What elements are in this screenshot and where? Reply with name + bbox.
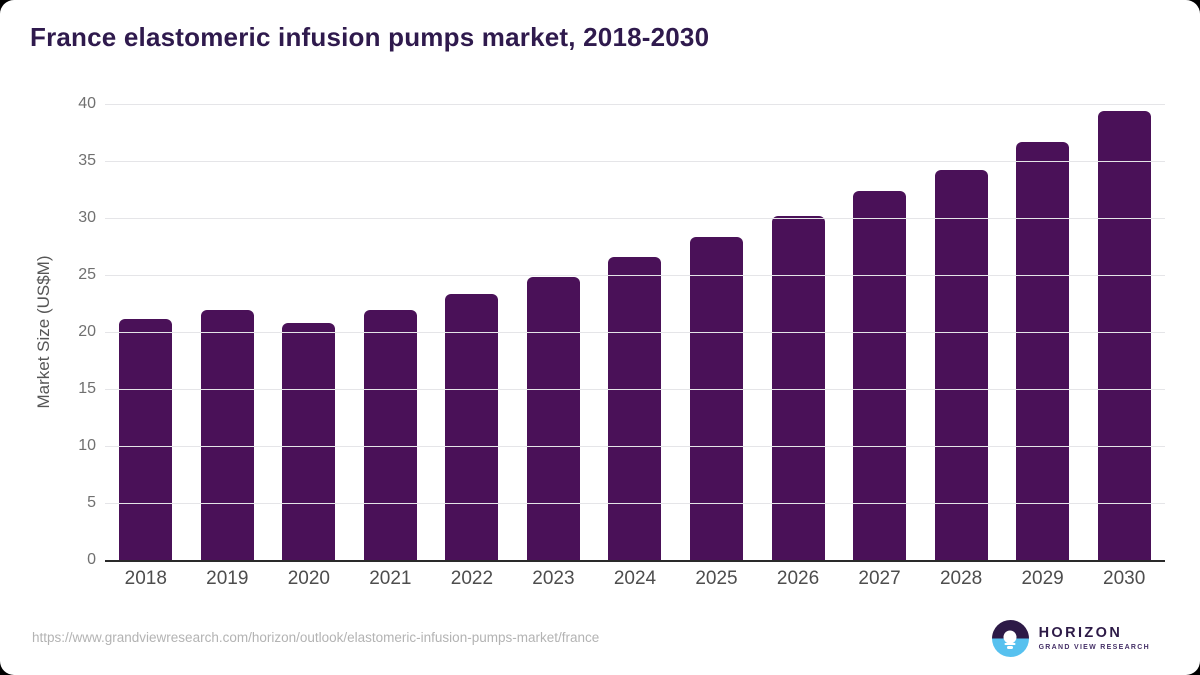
bar-2025 <box>689 237 743 560</box>
logo-subtitle: GRAND VIEW RESEARCH <box>1038 643 1150 651</box>
x-tick-label-2023: 2023 <box>532 568 575 589</box>
gridline-15 <box>105 388 1165 390</box>
bar-slot-2021 <box>350 104 432 560</box>
gridline-25 <box>105 274 1165 276</box>
sun-circle <box>1003 630 1017 644</box>
sun-reflection-line <box>1004 642 1016 646</box>
x-tick-label-2029: 2029 <box>1021 568 1064 589</box>
horizon-sun-icon <box>991 620 1029 657</box>
x-tick-label-2025: 2025 <box>695 568 738 589</box>
logo-name: HORIZON <box>1038 625 1123 642</box>
x-tick-label-2018: 2018 <box>124 568 167 589</box>
gridline-40 <box>105 103 1165 105</box>
plot-area: 0 5 10 15 20 25 30 35 40 <box>78 96 1165 568</box>
bar-slot-2025 <box>676 104 758 560</box>
gridline-30 <box>105 217 1165 219</box>
bar-slot-2020 <box>268 104 350 560</box>
y-tick-label-0: 0 <box>87 551 96 568</box>
y-tick-label-35: 35 <box>78 152 96 169</box>
bar-2028 <box>934 170 988 560</box>
bar-slot-2028 <box>920 104 1002 560</box>
bar-2022 <box>445 294 499 560</box>
bar-slot-2023 <box>513 104 595 560</box>
gridline-20 <box>105 331 1165 333</box>
bar-slot-2024 <box>594 104 676 560</box>
bar-2030 <box>1097 110 1151 560</box>
x-tick-label-2019: 2019 <box>206 568 249 589</box>
y-tick-label-30: 30 <box>78 209 96 226</box>
bar-slot-2030 <box>1083 104 1165 560</box>
logo-text: HORIZON GRAND VIEW RESEARCH <box>1038 625 1150 651</box>
bar-slot-2022 <box>431 104 513 560</box>
source-url: https://www.grandviewresearch.com/horizo… <box>32 630 600 645</box>
x-tick-label-2020: 2020 <box>287 568 330 589</box>
bar-2021 <box>363 310 417 560</box>
gridline-5 <box>105 502 1165 504</box>
y-tick-label-15: 15 <box>78 380 96 397</box>
bar-slot-2019 <box>187 104 269 560</box>
x-tick-label-2026: 2026 <box>776 568 820 589</box>
x-tick-label-2021: 2021 <box>369 568 412 589</box>
bar-2020 <box>282 322 336 560</box>
bar-slot-2029 <box>1002 104 1084 560</box>
bars-container <box>105 104 1165 560</box>
bar-slot-2027 <box>839 104 921 560</box>
y-tick-label-5: 5 <box>87 494 96 511</box>
y-tick-label-10: 10 <box>78 437 96 454</box>
x-tick-label-2027: 2027 <box>858 568 901 589</box>
x-tick-label-2022: 2022 <box>450 568 494 589</box>
y-tick-label-40: 40 <box>78 95 96 112</box>
bar-slot-2018 <box>105 104 187 560</box>
sun-reflection-line <box>1007 646 1014 649</box>
y-tick-label-25: 25 <box>78 266 96 283</box>
x-axis-labels: 2018 2019 2020 2021 2022 2023 2024 2025 2026 2027… <box>105 568 1165 590</box>
bar-2024 <box>608 256 662 560</box>
bar-2023 <box>526 277 580 560</box>
bar-2029 <box>1016 141 1070 560</box>
y-tick-label-20: 20 <box>78 323 96 340</box>
x-tick-label-2028: 2028 <box>939 568 983 589</box>
x-tick-label-2030: 2030 <box>1103 568 1146 589</box>
bar-2018 <box>119 319 173 560</box>
bar-2027 <box>853 190 907 560</box>
gridline-10 <box>105 445 1165 447</box>
horizon-logo: HORIZON GRAND VIEW RESEARCH <box>991 620 1150 657</box>
gridline-35 <box>105 160 1165 162</box>
chart-title: France elastomeric infusion pumps market… <box>30 22 710 52</box>
y-axis-title: Market Size (US$M) <box>34 255 53 409</box>
x-tick-label-2024: 2024 <box>613 568 657 589</box>
bar-2019 <box>200 310 254 560</box>
